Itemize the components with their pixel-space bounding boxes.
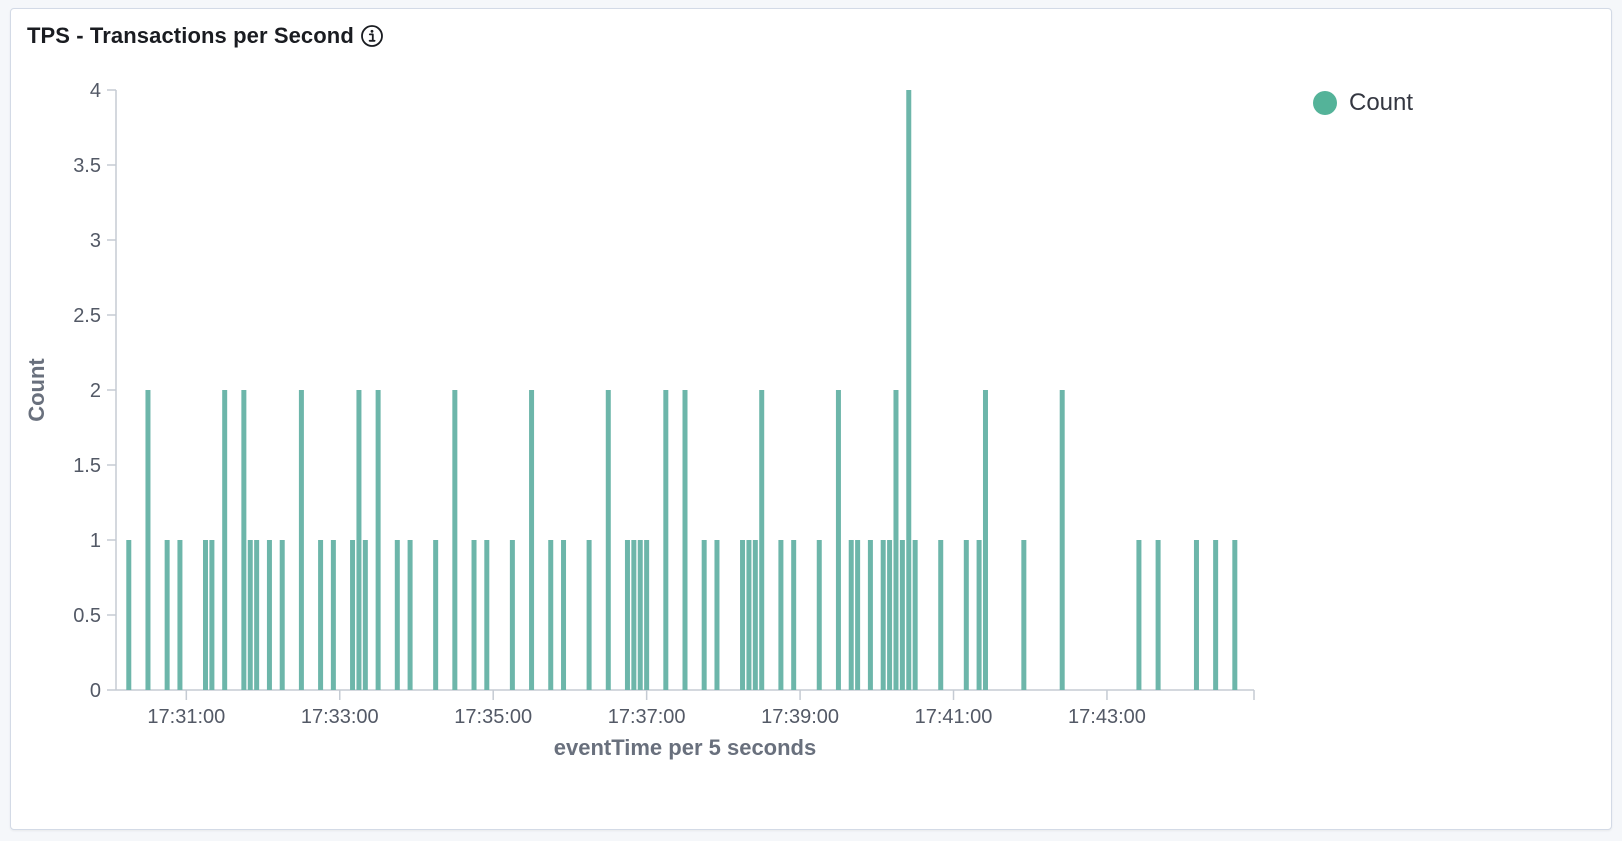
bar	[887, 540, 893, 690]
legend-label: Count	[1349, 89, 1414, 116]
bar	[893, 390, 899, 690]
y-tick-label: 3	[90, 230, 101, 252]
bar	[899, 540, 905, 690]
y-tick-label: 1.5	[73, 455, 101, 477]
bar	[209, 540, 215, 690]
bar	[222, 390, 228, 690]
bar	[318, 540, 324, 690]
y-tick-label: 4	[90, 80, 101, 102]
bar	[835, 390, 841, 690]
bar	[791, 540, 797, 690]
bar	[644, 540, 650, 690]
bar	[279, 540, 285, 690]
bar	[586, 540, 592, 690]
bar	[126, 540, 132, 690]
bar	[759, 390, 765, 690]
bar	[752, 540, 758, 690]
panel-title: TPS - Transactions per Second	[27, 23, 354, 48]
y-tick-label: 2.5	[73, 305, 101, 327]
bar	[906, 90, 912, 690]
bar	[976, 540, 982, 690]
bar	[963, 540, 969, 690]
bar	[561, 540, 567, 690]
x-tick-label: 17:31:00	[147, 706, 225, 728]
bar	[663, 390, 669, 690]
bar	[350, 540, 356, 690]
bar	[241, 390, 247, 690]
bar	[605, 390, 611, 690]
x-tick-label: 17:37:00	[608, 706, 686, 728]
info-circle-icon[interactable]	[360, 24, 384, 48]
bar	[701, 540, 707, 690]
x-tick-label: 17:35:00	[454, 706, 532, 728]
bar	[1232, 540, 1238, 690]
bar	[177, 540, 183, 690]
bar	[938, 540, 944, 690]
bar	[855, 540, 861, 690]
bar	[356, 390, 362, 690]
bar	[631, 540, 637, 690]
bar	[407, 540, 413, 690]
bar	[471, 540, 477, 690]
bar	[682, 390, 688, 690]
bar-chart: 0 0.5 1 1.5 2 2.5 3 3.5 4 17:31:00 17:33:00 17:35:0…	[24, 80, 1255, 760]
bar	[330, 540, 336, 690]
bar	[848, 540, 854, 690]
x-tick-label: 17:33:00	[301, 706, 379, 728]
bar	[452, 390, 458, 690]
bar	[164, 540, 170, 690]
bar	[433, 540, 439, 690]
bar	[1059, 390, 1065, 690]
bar	[740, 540, 746, 690]
y-tick-label: 2	[90, 380, 101, 402]
bar	[816, 540, 822, 690]
bar	[867, 540, 873, 690]
bar	[548, 540, 554, 690]
y-tick-label: 0.5	[73, 605, 101, 627]
bar	[529, 390, 535, 690]
bar	[1021, 540, 1027, 690]
bar	[982, 390, 988, 690]
bar	[362, 540, 368, 690]
bar	[509, 540, 515, 690]
legend-swatch	[1313, 91, 1337, 115]
bar	[266, 540, 272, 690]
bar	[1155, 540, 1161, 690]
bar	[484, 540, 490, 690]
bar	[1193, 540, 1199, 690]
y-axis-title: Count	[24, 358, 49, 422]
x-tick-label: 17:39:00	[761, 706, 839, 728]
bar	[375, 390, 381, 690]
bar	[247, 540, 253, 690]
x-axis-title: eventTime per 5 seconds	[554, 735, 817, 760]
y-tick-label: 0	[90, 680, 101, 702]
bar	[637, 540, 643, 690]
x-tick-label: 17:41:00	[915, 706, 993, 728]
panel-header: TPS - Transactions per Second	[27, 21, 384, 51]
bar	[746, 540, 752, 690]
bar	[624, 540, 630, 690]
bar	[1136, 540, 1142, 690]
bar	[298, 390, 304, 690]
visualization-panel: TPS - Transactions per Second 0 0.5 1 1.5 2 2…	[10, 8, 1612, 830]
bar	[912, 540, 918, 690]
bar	[1213, 540, 1219, 690]
bar	[394, 540, 400, 690]
bar	[714, 540, 720, 690]
bar	[880, 540, 886, 690]
x-tick-label: 17:43:00	[1068, 706, 1146, 728]
bar	[203, 540, 209, 690]
bar	[145, 390, 151, 690]
y-tick-label: 3.5	[73, 155, 101, 177]
y-tick-label: 1	[90, 530, 101, 552]
bar	[254, 540, 260, 690]
legend-item-count[interactable]: Count	[1313, 89, 1413, 117]
bar	[778, 540, 784, 690]
